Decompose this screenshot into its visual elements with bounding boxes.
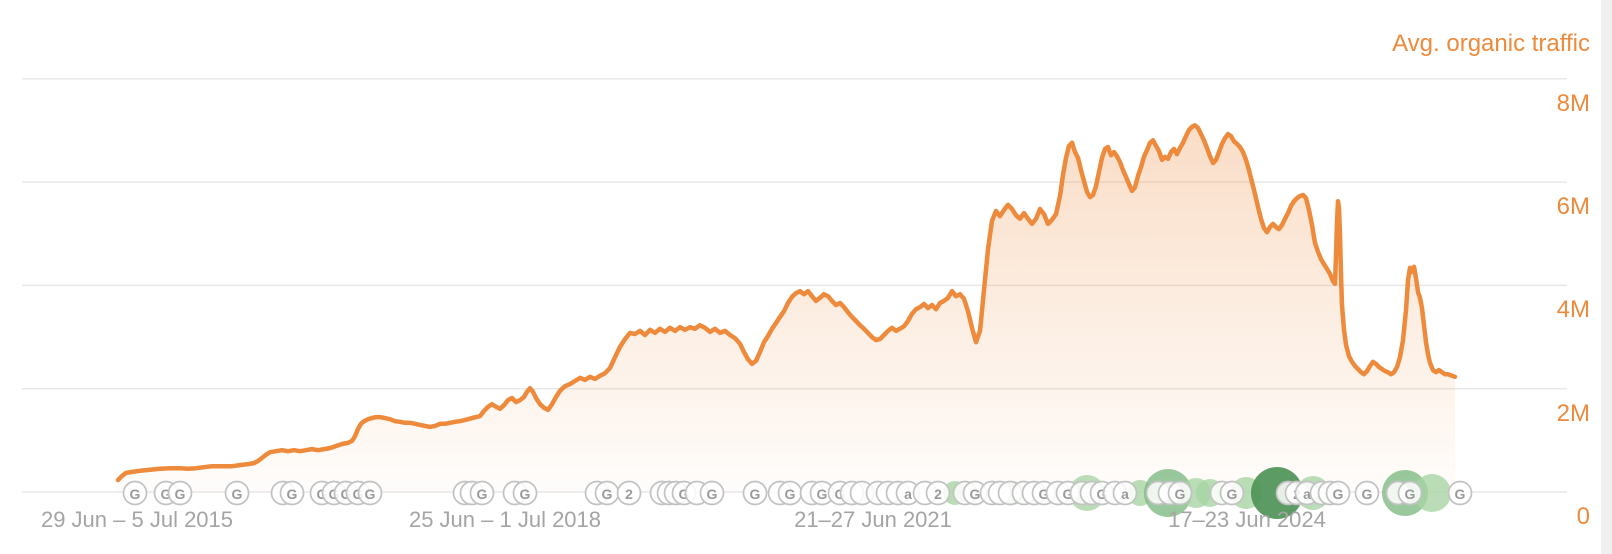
google-update-badge[interactable]: G [167,480,193,506]
x-axis-label: 29 Jun – 5 Jul 2015 [40,507,234,532]
google-update-badge[interactable]: G [1325,480,1351,506]
badge-letter: G [679,486,690,502]
google-update-badge[interactable]: G [1354,480,1380,506]
google-update-badge[interactable]: G [224,480,250,506]
google-update-badge[interactable]: G [699,480,725,506]
badge-circle [279,480,305,506]
google-update-badge[interactable]: G [1397,480,1423,506]
google-update-badge[interactable]: G [122,480,148,506]
y-axis-label: 8M [1556,89,1590,117]
google-update-badge[interactable]: G [1167,480,1193,506]
badge-letter: G [1455,486,1466,502]
badge-letter: G [1333,486,1344,502]
badge-letter: G [970,486,981,502]
badge-letter: G [1227,486,1238,502]
badge-circle [224,480,250,506]
badge-circle [742,480,768,506]
badge-letter: a [904,486,912,502]
badge-circle [1447,480,1473,506]
y-axis-label: 6M [1556,193,1590,221]
y-axis-label: 0 [1576,503,1590,530]
scrollbar-track[interactable] [1601,0,1612,554]
badge-letter: G [130,486,141,502]
google-update-badge[interactable]: G [279,480,305,506]
badge-letter: a [1303,486,1311,502]
badge-letter: G [287,486,298,502]
y-axis-label: 2M [1556,399,1590,427]
google-update-badge[interactable]: a [1112,480,1138,506]
badge-letter: G [175,486,186,502]
badge-circle [1325,480,1351,506]
badge-letter: G [785,486,796,502]
google-update-badge[interactable]: 2 [616,480,642,506]
badge-letter: G [520,486,531,502]
google-update-badge[interactable]: G [512,480,538,506]
badge-letter: G [365,486,376,502]
google-update-badge[interactable]: G [594,480,620,506]
badge-letter: G [232,486,243,502]
badge-letter: G [817,486,828,502]
x-axis-label: 21–27 Jun 2021 [794,507,952,532]
google-update-badge[interactable]: 2 [925,480,951,506]
badge-circle [1167,480,1193,506]
google-update-badge[interactable]: G [742,480,768,506]
google-update-badge[interactable]: G [469,480,495,506]
badge-circle [357,480,383,506]
organic-traffic-line[interactable] [115,123,1458,483]
google-update-badge[interactable]: G [777,480,803,506]
badge-letter: 2 [625,486,633,502]
badge-letter: G [602,486,613,502]
badge-letter: G [1063,486,1074,502]
badge-letter: G [1097,486,1108,502]
badge-letter: G [477,486,488,502]
chart-title: Avg. organic traffic [1392,30,1590,57]
badge-letter: 2 [934,486,942,502]
badge-letter: G [750,486,761,502]
badge-letter: G [707,486,718,502]
google-update-badge[interactable]: a [895,480,921,506]
badge-circle [699,480,725,506]
badge-circle [1397,480,1423,506]
google-update-badge[interactable]: G [357,480,383,506]
badge-circle [167,480,193,506]
badge-circle [1112,480,1138,506]
badge-circle [1354,480,1380,506]
algo-update-marker-light-green[interactable] [1413,474,1451,512]
badge-letter: a [1121,486,1129,502]
badge-circle [925,480,951,506]
badge-circle [616,480,642,506]
badge-letter: G [161,486,172,502]
x-axis-label: 25 Jun – 1 Jul 2018 [408,507,602,532]
y-axis-label: 4M [1556,296,1590,324]
badge-letter: G [1039,486,1050,502]
badge-circle [122,480,148,506]
google-update-badge[interactable]: G [1219,480,1245,506]
badge-circle [1219,480,1245,506]
badge-letter: G [1405,486,1416,502]
badge-circle [512,480,538,506]
badge-circle [469,480,495,506]
badge-letter: G [1362,486,1373,502]
google-update-badge[interactable]: G [1447,480,1473,506]
x-axis-label: 17–23 Jun 2024 [1168,507,1326,532]
badge-letter: G [1175,486,1186,502]
